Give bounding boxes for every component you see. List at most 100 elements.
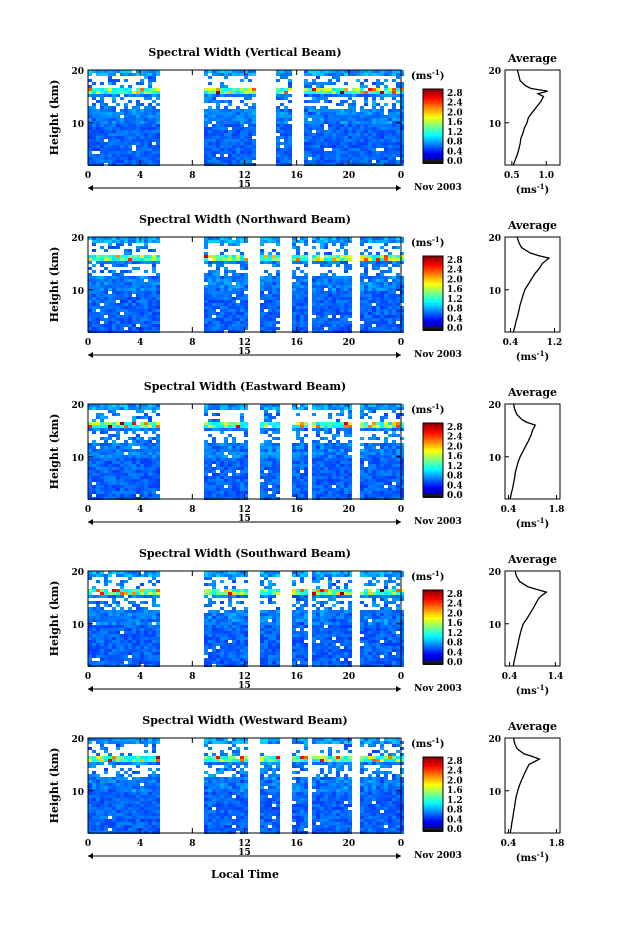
colorbar-tick-label: 1.6 bbox=[447, 786, 463, 796]
colorbar-swatch bbox=[423, 440, 443, 444]
average-y-tick-label: 10 bbox=[488, 287, 501, 297]
colorbar-swatch bbox=[423, 123, 443, 127]
y-axis-label: Height (km) bbox=[48, 247, 61, 323]
colorbar-tick-label: 0.8 bbox=[447, 639, 463, 649]
colorbar-swatch bbox=[423, 597, 443, 601]
average-frame bbox=[504, 403, 561, 500]
x-tick-label: 0 bbox=[398, 171, 404, 181]
colorbar-swatch bbox=[423, 457, 443, 461]
colorbar-frame bbox=[422, 88, 444, 164]
day-label: 15 bbox=[238, 180, 251, 190]
colorbar-swatch bbox=[423, 462, 443, 466]
colorbar-swatch bbox=[423, 432, 443, 436]
colorbar-tick-label: 0.0 bbox=[447, 491, 463, 501]
colorbar-tick-label: 1.2 bbox=[447, 462, 463, 472]
colorbar-swatch bbox=[423, 599, 443, 603]
colorbar-tick-label: 2.8 bbox=[447, 757, 463, 767]
average-y-tick-label: 20 bbox=[488, 735, 501, 745]
colorbar-swatch bbox=[423, 609, 443, 613]
average-unit: (ms-1) bbox=[516, 349, 549, 363]
colorbar-swatch bbox=[423, 781, 443, 785]
colorbar-tick-label: 2.8 bbox=[447, 256, 463, 266]
colorbar-swatch bbox=[423, 774, 443, 778]
average-x-tick-label: 1.4 bbox=[548, 672, 564, 682]
day-label: 15 bbox=[238, 848, 251, 858]
colorbar-tick-label: 0.8 bbox=[447, 138, 463, 148]
y-tick-label: 20 bbox=[71, 234, 84, 244]
colorbar-swatch bbox=[423, 113, 443, 117]
panel-1: Spectral Width (Vertical Beam) 0 4 8 12 16 20 0… bbox=[48, 46, 561, 196]
colorbar-swatch bbox=[423, 263, 443, 267]
colorbar-swatch bbox=[423, 103, 443, 107]
colorbar-swatch bbox=[423, 300, 443, 304]
average-y-tick-label: 10 bbox=[488, 621, 501, 631]
y-tick-label: 20 bbox=[71, 735, 84, 745]
colorbar-swatch bbox=[423, 634, 443, 638]
colorbar-swatch bbox=[423, 464, 443, 468]
colorbar-swatch bbox=[423, 427, 443, 431]
colorbar-swatch bbox=[423, 786, 443, 790]
panel-3: Spectral Width (Eastward Beam) 0 4 8 12 16 20 0… bbox=[48, 380, 564, 530]
colorbar-swatch bbox=[423, 275, 443, 279]
panel-title: Spectral Width (Westward Beam) bbox=[142, 714, 347, 727]
colorbar-unit: (ms-1) bbox=[411, 402, 444, 416]
average-x-tick-label: 1.8 bbox=[549, 839, 565, 849]
y-tick-label: 20 bbox=[71, 401, 84, 411]
colorbar-swatch bbox=[423, 133, 443, 137]
x-tick-label: 20 bbox=[343, 505, 356, 515]
average-title: Average bbox=[507, 52, 557, 65]
colorbar-swatch bbox=[423, 612, 443, 616]
colorbar-swatch bbox=[423, 776, 443, 780]
colorbar-swatch bbox=[423, 607, 443, 611]
colorbar-tick-label: 1.6 bbox=[447, 452, 463, 462]
heatmap-field bbox=[88, 738, 404, 834]
x-tick-label: 16 bbox=[290, 171, 303, 181]
heatmap-field bbox=[88, 70, 404, 166]
colorbar-frame bbox=[422, 422, 444, 498]
average-unit: (ms-1) bbox=[516, 516, 549, 530]
colorbar-swatch bbox=[423, 423, 443, 426]
average-title: Average bbox=[507, 553, 557, 566]
colorbar-swatch bbox=[423, 126, 443, 129]
colorbar-swatch bbox=[423, 484, 443, 488]
colorbar-swatch bbox=[423, 823, 443, 827]
colorbar-swatch bbox=[423, 425, 443, 429]
colorbar-swatch bbox=[423, 98, 443, 102]
y-tick-label: 10 bbox=[71, 287, 84, 297]
colorbar-swatch bbox=[423, 472, 443, 476]
x-tick-label: 0 bbox=[398, 839, 404, 849]
colorbar-tick-label: 1.6 bbox=[447, 285, 463, 295]
colorbar-min-band bbox=[423, 160, 443, 164]
colorbar-tick-label: 0.4 bbox=[447, 147, 463, 157]
colorbar-swatch bbox=[423, 602, 443, 606]
colorbar-swatch bbox=[423, 796, 443, 800]
colorbar-tick-label: 1.2 bbox=[447, 128, 463, 138]
colorbar-tick-label: 1.6 bbox=[447, 118, 463, 128]
colorbar-tick-label: 0.4 bbox=[447, 314, 463, 324]
colorbar-swatch bbox=[423, 288, 443, 292]
colorbar-swatch bbox=[423, 791, 443, 795]
average-x-tick-label: 1.0 bbox=[538, 171, 554, 181]
colorbar-swatch bbox=[423, 460, 443, 463]
colorbar-swatch bbox=[423, 482, 443, 486]
colorbar-swatch bbox=[423, 764, 443, 768]
x-tick-label: 8 bbox=[189, 338, 195, 348]
y-axis-label: Height (km) bbox=[48, 748, 61, 824]
colorbar-tick-label: 2.4 bbox=[447, 266, 463, 276]
colorbar-swatch bbox=[423, 757, 443, 760]
panel-2: Spectral Width (Northward Beam) 0 4 8 12 16 20… bbox=[48, 213, 562, 363]
x-tick-label: 8 bbox=[189, 171, 195, 181]
colorbar-swatch bbox=[423, 297, 443, 301]
colorbar-swatch bbox=[423, 96, 443, 100]
colorbar-swatch bbox=[423, 280, 443, 284]
colorbar-min-band bbox=[423, 327, 443, 331]
average-title: Average bbox=[507, 720, 557, 733]
heatmap-field bbox=[88, 237, 404, 333]
colorbar-swatch bbox=[423, 801, 443, 805]
colorbar-frame bbox=[422, 756, 444, 832]
average-profile-line bbox=[512, 570, 548, 667]
colorbar-swatch bbox=[423, 489, 443, 493]
date-label: Nov 2003 bbox=[414, 684, 462, 694]
average-frame bbox=[504, 570, 561, 667]
colorbar-swatch bbox=[423, 315, 443, 319]
